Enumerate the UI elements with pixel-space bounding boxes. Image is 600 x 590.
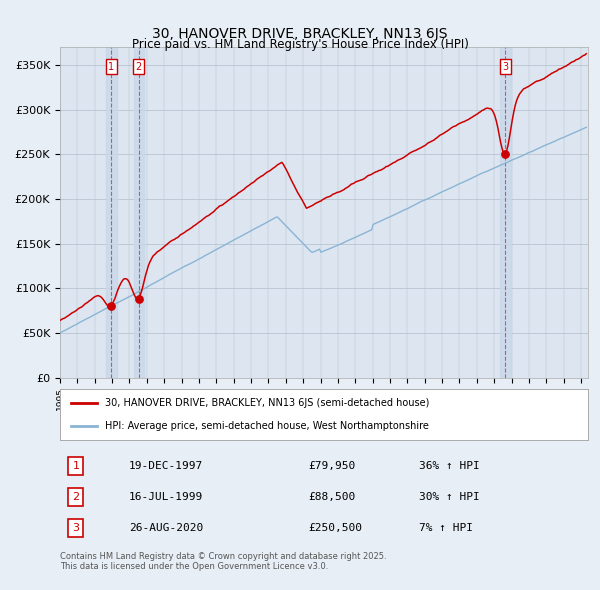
Text: Price paid vs. HM Land Registry's House Price Index (HPI): Price paid vs. HM Land Registry's House … xyxy=(131,38,469,51)
Text: 30% ↑ HPI: 30% ↑ HPI xyxy=(419,492,480,502)
Text: HPI: Average price, semi-detached house, West Northamptonshire: HPI: Average price, semi-detached house,… xyxy=(105,421,429,431)
Text: 16-JUL-1999: 16-JUL-1999 xyxy=(128,492,203,502)
Text: 2: 2 xyxy=(136,62,142,72)
Text: 30, HANOVER DRIVE, BRACKLEY, NN13 6JS: 30, HANOVER DRIVE, BRACKLEY, NN13 6JS xyxy=(152,27,448,41)
Text: 3: 3 xyxy=(502,62,509,72)
Text: 7% ↑ HPI: 7% ↑ HPI xyxy=(419,523,473,533)
Text: Contains HM Land Registry data © Crown copyright and database right 2025.
This d: Contains HM Land Registry data © Crown c… xyxy=(60,552,386,571)
Text: £79,950: £79,950 xyxy=(308,461,355,471)
Point xyxy=(500,149,510,159)
Text: £88,500: £88,500 xyxy=(308,492,355,502)
Bar xyxy=(500,47,511,378)
Point xyxy=(134,294,143,303)
Text: 30, HANOVER DRIVE, BRACKLEY, NN13 6JS (semi-detached house): 30, HANOVER DRIVE, BRACKLEY, NN13 6JS (s… xyxy=(105,398,429,408)
Point xyxy=(107,301,116,311)
Text: 36% ↑ HPI: 36% ↑ HPI xyxy=(419,461,480,471)
Text: 26-AUG-2020: 26-AUG-2020 xyxy=(128,523,203,533)
Text: 19-DEC-1997: 19-DEC-1997 xyxy=(128,461,203,471)
Bar xyxy=(106,47,116,378)
Text: 2: 2 xyxy=(72,492,79,502)
Bar xyxy=(134,47,144,378)
Text: 1: 1 xyxy=(73,461,79,471)
Text: 1: 1 xyxy=(109,62,115,72)
Text: £250,500: £250,500 xyxy=(308,523,362,533)
Text: 3: 3 xyxy=(73,523,79,533)
